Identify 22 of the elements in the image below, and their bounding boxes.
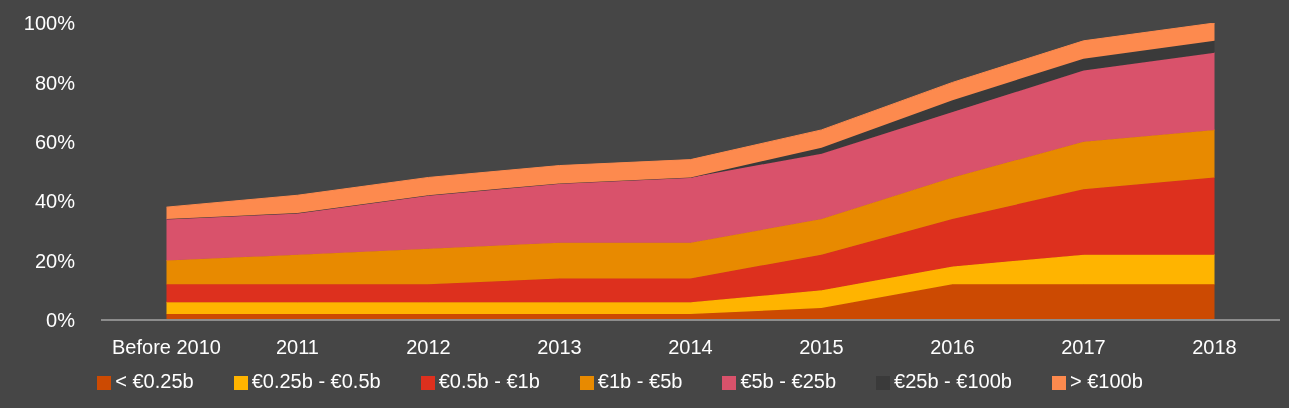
y-tick-label: 100% — [23, 12, 76, 35]
x-tick-label: 2014 — [668, 336, 713, 359]
x-tick-label: 2015 — [799, 336, 844, 359]
legend-label: €0.5b - €1b — [438, 370, 540, 392]
y-tick-label: 20% — [34, 249, 76, 272]
x-tick-label: 2016 — [930, 336, 975, 359]
x-tick-label: 2012 — [406, 336, 451, 359]
x-tick-label: 2017 — [1061, 336, 1106, 359]
legend-label: €0.25b - €0.5b — [251, 370, 381, 392]
y-tick-label: 40% — [34, 190, 76, 213]
legend-label: < €0.25b — [115, 370, 194, 392]
x-tick-label: 2018 — [1192, 336, 1237, 359]
legend-label: €5b - €25b — [740, 370, 837, 392]
y-tick-label: 60% — [34, 130, 76, 153]
x-tick-label: Before 2010 — [112, 336, 221, 359]
legend-label: > €100b — [1069, 370, 1143, 392]
y-tick-label: 80% — [34, 71, 76, 94]
legend-label: €1b - €5b — [597, 370, 683, 392]
x-tick-label: 2013 — [537, 336, 582, 359]
y-tick-label: 0% — [46, 309, 76, 332]
legend-label: €25b - €100b — [894, 370, 1012, 392]
x-tick-label: 2011 — [275, 336, 320, 359]
